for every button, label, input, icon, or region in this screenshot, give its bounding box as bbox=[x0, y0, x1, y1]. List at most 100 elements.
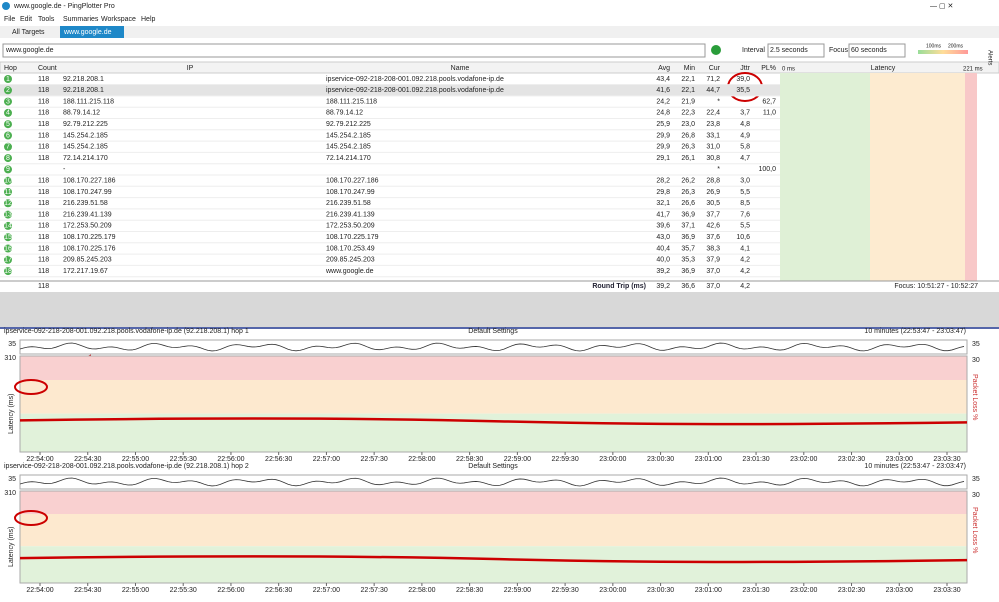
table-header bbox=[0, 61, 999, 74]
table-cell: 216.239.51.58 bbox=[63, 200, 108, 207]
app-icon bbox=[2, 2, 10, 10]
table-cell: 29,8 bbox=[656, 189, 670, 196]
table-cell[interactable]: 6 bbox=[6, 132, 10, 139]
column-header[interactable]: Avg bbox=[658, 65, 670, 72]
table-cell: 10,6 bbox=[736, 234, 750, 241]
column-header[interactable]: Min bbox=[684, 65, 695, 72]
table-cell: 118 bbox=[38, 144, 49, 151]
target-box[interactable] bbox=[2, 43, 706, 58]
table-cell: 72.14.214.170 bbox=[63, 155, 108, 162]
table-cell[interactable]: 12 bbox=[4, 200, 12, 207]
table-cell[interactable]: 14 bbox=[4, 223, 12, 230]
table-cell: 108.170.227.186 bbox=[326, 178, 379, 185]
column-header[interactable]: Count bbox=[38, 65, 57, 72]
x-tick-label: 23:02:00 bbox=[790, 587, 817, 594]
table-cell[interactable]: 8 bbox=[6, 155, 10, 162]
table-cell[interactable]: 2 bbox=[6, 87, 10, 94]
round-trip-count: 118 bbox=[38, 283, 49, 290]
table-cell: 145.254.2.185 bbox=[326, 132, 371, 139]
x-tick-label: 22:59:00 bbox=[504, 456, 531, 463]
table-cell[interactable]: 11 bbox=[4, 189, 11, 196]
plot-frame bbox=[19, 490, 968, 584]
table-cell: 23,0 bbox=[681, 121, 695, 128]
window-controls[interactable]: — ▢ ✕ bbox=[930, 3, 953, 10]
x-tick-label: 23:00:30 bbox=[647, 587, 674, 594]
latency-header: Latency bbox=[871, 65, 896, 72]
pl-top-label: 30 bbox=[972, 492, 980, 499]
table-cell[interactable]: 9 bbox=[6, 166, 10, 173]
x-tick-label: 22:56:00 bbox=[217, 587, 244, 594]
round-trip-label: Round Trip (ms) bbox=[592, 283, 646, 290]
graph-title: ipservice-092-218-208-001.092.218.pools.… bbox=[4, 463, 249, 470]
focus-select[interactable] bbox=[848, 43, 906, 58]
target-text[interactable]: www.google.de bbox=[5, 47, 54, 54]
table-cell[interactable]: 1 bbox=[6, 76, 10, 83]
table-cell[interactable]: 7 bbox=[6, 144, 10, 151]
table-cell: 28,2 bbox=[656, 178, 670, 185]
table-cell: ipservice-092-218-208-001.092.218.pools.… bbox=[326, 87, 504, 94]
table-cell[interactable]: 10 bbox=[4, 178, 12, 185]
focus-value[interactable]: 60 seconds bbox=[851, 47, 887, 54]
focus-range: Focus: 10:51:27 - 10:52:27 bbox=[894, 283, 978, 290]
hop-icon bbox=[4, 120, 12, 129]
splitter-area bbox=[0, 292, 999, 328]
x-tick-label: 23:02:30 bbox=[838, 456, 865, 463]
column-header[interactable]: Jttr bbox=[740, 65, 750, 72]
column-header[interactable]: PL% bbox=[761, 65, 776, 72]
y-max-label: 310 bbox=[4, 490, 16, 497]
table-cell[interactable]: 17 bbox=[4, 257, 12, 264]
interval-select[interactable] bbox=[767, 43, 825, 58]
column-header[interactable]: Name bbox=[451, 65, 470, 72]
table-cell: 172.253.50.209 bbox=[326, 223, 375, 230]
table-cell[interactable]: 15 bbox=[4, 234, 12, 241]
latency-min: 0 ms bbox=[782, 67, 795, 73]
table-cell: 172.217.19.67 bbox=[63, 268, 108, 275]
x-tick-label: 22:56:30 bbox=[265, 456, 292, 463]
hop-icon bbox=[4, 165, 12, 174]
table-cell[interactable]: 16 bbox=[4, 245, 12, 252]
scale-label: 200ms bbox=[948, 43, 964, 49]
table-cell[interactable]: 3 bbox=[6, 98, 10, 105]
table-cell: 100,0 bbox=[758, 166, 776, 173]
column-header[interactable]: Hop bbox=[4, 65, 17, 72]
tab-label[interactable]: All Targets bbox=[12, 29, 45, 36]
table-cell: 21,9 bbox=[681, 98, 695, 105]
table-cell: ipservice-092-218-208-001.092.218.pools.… bbox=[326, 76, 504, 83]
table-cell: 216.239.41.139 bbox=[326, 211, 375, 218]
table-cell: 3,0 bbox=[740, 178, 750, 185]
x-tick-label: 23:01:30 bbox=[742, 456, 769, 463]
x-tick-label: 23:01:00 bbox=[695, 456, 722, 463]
menu-item[interactable]: Edit bbox=[20, 16, 32, 23]
tab-label[interactable]: www.google.de bbox=[63, 29, 112, 36]
table-cell[interactable]: 18 bbox=[4, 268, 12, 275]
active-tab[interactable] bbox=[60, 26, 124, 38]
column-header[interactable]: Cur bbox=[709, 65, 721, 72]
play-button[interactable] bbox=[711, 45, 721, 55]
menu-item[interactable]: Summaries bbox=[63, 16, 99, 23]
table-cell: 36,9 bbox=[681, 211, 695, 218]
table-cell: 118 bbox=[38, 121, 49, 128]
table-cell: 5,5 bbox=[740, 223, 750, 230]
table-cell[interactable]: 13 bbox=[4, 211, 12, 218]
title-bar bbox=[0, 0, 999, 12]
menu-item[interactable]: Workspace bbox=[101, 16, 136, 23]
jitter-strip bbox=[19, 474, 968, 490]
menu-item[interactable]: Tools bbox=[38, 16, 55, 23]
y-axis-title: Latency (ms) bbox=[8, 527, 15, 567]
menu-item[interactable]: Help bbox=[141, 16, 156, 23]
latency-max: 221 ms bbox=[963, 67, 983, 73]
table-cell: 26,8 bbox=[681, 132, 695, 139]
table-cell: 118 bbox=[38, 211, 49, 218]
zone-green bbox=[20, 546, 967, 583]
annotation-circle bbox=[14, 379, 48, 395]
interval-value[interactable]: 2.5 seconds bbox=[770, 47, 808, 54]
column-header[interactable]: IP bbox=[187, 65, 194, 72]
menu-item[interactable]: File bbox=[4, 16, 15, 23]
table-cell: 118 bbox=[38, 245, 49, 252]
y2-axis-title: Packet Loss % bbox=[971, 507, 978, 553]
zone-orange bbox=[20, 514, 967, 547]
table-cell[interactable]: 4 bbox=[6, 110, 10, 117]
hop-icon bbox=[4, 75, 12, 83]
table-cell[interactable]: 5 bbox=[6, 121, 10, 128]
